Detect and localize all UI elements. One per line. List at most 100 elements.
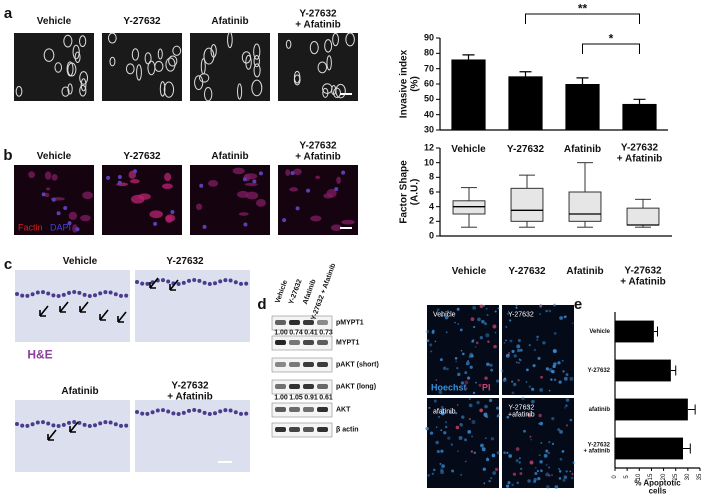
band: [289, 362, 300, 367]
blot-row-label: pMYPT1: [336, 319, 364, 327]
nucleus: [500, 369, 504, 373]
nucleus: [488, 479, 491, 483]
cell: [79, 71, 89, 85]
cell: [145, 281, 150, 286]
cell: [198, 73, 210, 83]
fluorescence-image: [502, 305, 574, 395]
cell: [187, 278, 191, 283]
blot-row-label: β actin: [336, 426, 359, 434]
bar: [615, 320, 654, 343]
cell: [244, 411, 249, 416]
cell: [192, 278, 197, 283]
cell: [176, 411, 181, 416]
nucleus: [461, 415, 465, 419]
cell: [107, 32, 117, 44]
cell: [285, 39, 292, 49]
cell: [218, 279, 223, 284]
band: [317, 427, 328, 432]
blot-strip: [271, 315, 333, 331]
cell: [108, 420, 113, 425]
nucleus: [537, 356, 541, 360]
cell: [98, 421, 103, 426]
nucleus: [464, 460, 467, 463]
nucleus: [472, 391, 476, 395]
nucleus: [455, 425, 460, 430]
bar: [615, 437, 683, 460]
cell: [253, 63, 261, 78]
nucleus: [252, 179, 257, 184]
bar: [615, 398, 688, 421]
nucleus: [506, 415, 510, 419]
cell: [203, 86, 213, 102]
nucleus: [435, 379, 438, 381]
nucleus: [56, 211, 61, 216]
error-bar: [519, 71, 532, 77]
nucleus: [170, 209, 175, 214]
cell: [336, 176, 341, 184]
cell: [197, 408, 202, 413]
cell: [82, 292, 87, 297]
nucleus: [519, 472, 523, 476]
nucleus: [530, 438, 532, 441]
blot-strip: [271, 335, 333, 351]
nucleus: [290, 171, 295, 176]
cell: [30, 292, 35, 297]
nucleus: [439, 462, 442, 465]
cell: [326, 55, 332, 71]
cell: [44, 192, 50, 198]
cell: [218, 409, 223, 414]
nucleus: [478, 383, 482, 387]
nucleus: [551, 442, 555, 446]
image-label: Vehicle: [36, 150, 72, 162]
cell: [35, 290, 40, 295]
nucleus: [527, 414, 532, 418]
nucleus: [334, 187, 339, 192]
cell: [15, 292, 19, 296]
nucleus: [471, 435, 474, 438]
nucleus: [548, 309, 552, 313]
nucleus: [540, 375, 543, 379]
band: [289, 340, 300, 345]
cell: [228, 408, 233, 413]
nucleus: [558, 380, 562, 384]
nucleus: [484, 437, 487, 440]
y-tick-label: Y-27632: [587, 367, 610, 374]
nucleus: [282, 218, 287, 223]
nucleus: [515, 306, 518, 309]
nucleus: [538, 413, 542, 418]
nucleus: [473, 325, 476, 329]
stain-label: Hoechst: [431, 382, 467, 393]
nucleus: [473, 451, 476, 455]
image-label: Y-27632: [166, 255, 204, 267]
nucleus: [464, 380, 469, 385]
y-tick-label: 60: [423, 78, 434, 89]
arrow: [99, 309, 109, 321]
cell: [165, 57, 176, 72]
nucleus: [457, 450, 459, 452]
nucleus: [528, 385, 532, 388]
nucleus: [63, 205, 68, 210]
nucleus: [454, 356, 458, 360]
nucleus: [516, 481, 519, 485]
micrograph: [14, 33, 94, 101]
cell: [161, 183, 173, 190]
cell: [15, 422, 19, 426]
nucleus: [474, 346, 477, 348]
nucleus: [563, 475, 568, 479]
nucleus: [444, 315, 449, 320]
band: [289, 320, 300, 325]
image-label: Y-27632: [123, 15, 161, 27]
cell: [309, 41, 319, 55]
image-label: Vehicle: [433, 311, 456, 319]
cell: [244, 182, 258, 187]
x-tick-label: Y-27632 + Afatinib: [616, 142, 663, 164]
nucleus: [435, 426, 438, 429]
image-label: Vehicle: [36, 15, 72, 27]
nucleus: [515, 361, 518, 364]
nucleus: [494, 310, 497, 313]
nucleus: [565, 398, 570, 402]
nucleus: [440, 411, 445, 416]
arrow: [79, 301, 89, 313]
cell: [202, 280, 207, 285]
